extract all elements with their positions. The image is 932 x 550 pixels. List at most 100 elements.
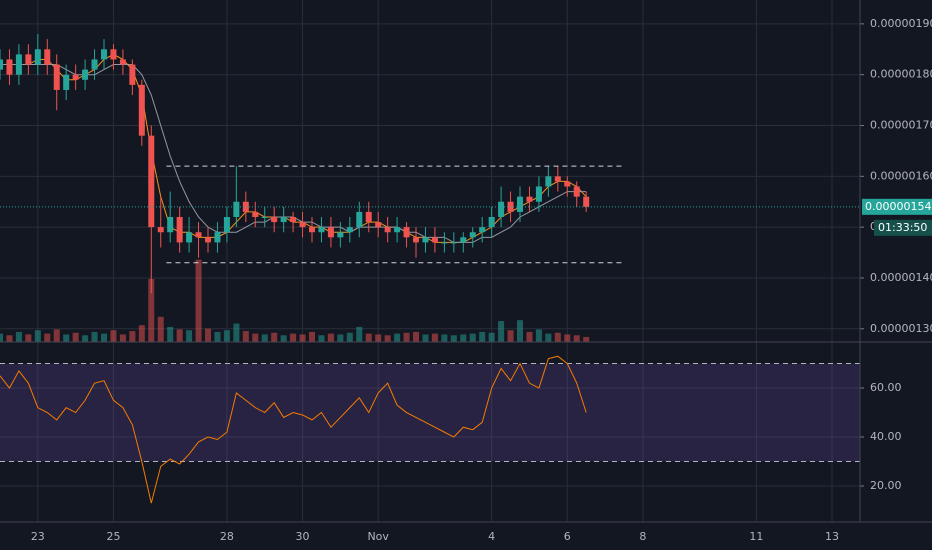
candle-body	[205, 237, 212, 243]
volume-bar	[535, 329, 542, 342]
volume-bar	[252, 333, 259, 342]
volume-bar	[337, 334, 344, 342]
volume-bar	[488, 332, 495, 342]
volume-bar	[138, 325, 145, 342]
candle-body	[138, 84, 145, 136]
volume-bar	[25, 334, 32, 342]
candle-body	[337, 232, 344, 238]
candle-body	[450, 242, 457, 244]
countdown-label: 01:33:50	[878, 221, 927, 234]
volume-bar	[91, 331, 98, 342]
volume-bar	[450, 335, 457, 342]
volume-bar	[365, 333, 372, 342]
volume-bar	[526, 331, 533, 342]
candle-body	[460, 237, 467, 243]
candle-body	[186, 232, 193, 243]
volume-bar	[346, 332, 353, 342]
candle-body	[72, 74, 79, 80]
x-tick-label: 13	[825, 530, 839, 543]
volume-bar	[375, 334, 382, 342]
volume-bar	[63, 334, 70, 342]
volume-bar	[469, 333, 476, 342]
y-tick-label: 0.00000170	[870, 119, 932, 132]
candle-body	[583, 196, 590, 207]
candle-body	[91, 59, 98, 70]
volume-bar	[583, 336, 590, 342]
volume-bar	[327, 333, 334, 342]
volume-bar	[82, 335, 89, 342]
candle-body	[167, 216, 174, 233]
candle-body	[517, 196, 524, 212]
candle-body	[82, 69, 89, 80]
candle-body	[318, 227, 325, 233]
volume-bar	[507, 330, 514, 342]
x-tick-label: 30	[296, 530, 310, 543]
volume-bar	[242, 331, 249, 342]
x-tick-label: 6	[564, 530, 571, 543]
volume-bar	[441, 334, 448, 342]
candle-body	[157, 227, 164, 233]
y-tick-label: 60.00	[870, 381, 902, 394]
candle-body	[261, 216, 268, 218]
candle-body	[34, 49, 41, 65]
last-price-tag	[862, 198, 932, 215]
volume-bar	[101, 333, 108, 342]
candle-body	[554, 176, 561, 182]
volume-bar	[167, 326, 174, 342]
volume-bar	[186, 330, 193, 342]
volume-bar	[318, 335, 325, 342]
volume-bar	[0, 333, 3, 342]
candle-body	[479, 227, 486, 233]
x-tick-label: 28	[220, 530, 234, 543]
y-tick-label: 0.00000130	[870, 322, 932, 335]
candle-body	[6, 59, 13, 75]
candle-body	[545, 176, 552, 187]
volume-bar	[6, 335, 13, 342]
volume-bar	[479, 331, 486, 342]
volume-bar	[119, 334, 126, 342]
volume-bar	[431, 333, 438, 342]
volume-bar	[564, 334, 571, 342]
y-tick-label: 0.00000140	[870, 271, 932, 284]
candle-body	[176, 216, 183, 243]
y-tick-label: 40.00	[870, 430, 902, 443]
y-tick-label: 20.00	[870, 479, 902, 492]
candle-body	[242, 201, 249, 212]
candle-body	[564, 181, 571, 187]
candle-body	[101, 49, 108, 60]
volume-bar	[413, 331, 420, 342]
candle-body	[469, 232, 476, 238]
volume-bar	[214, 331, 221, 342]
countdown-tag	[874, 219, 932, 236]
candle-body	[290, 216, 297, 223]
candle-body	[498, 201, 505, 217]
volume-bar	[290, 333, 297, 342]
y-tick-label: 0.00000160	[870, 169, 932, 182]
candle-body	[403, 227, 410, 238]
volume-bar	[223, 330, 230, 342]
volume-bar	[271, 332, 278, 342]
candle-body	[422, 237, 429, 243]
last-price-label: 0.00000154	[865, 200, 931, 213]
volume-bar	[460, 334, 467, 342]
volume-bar	[554, 332, 561, 342]
volume-bar	[129, 331, 136, 342]
candle-body	[384, 227, 391, 233]
volume-bar	[261, 334, 268, 342]
candle-body	[214, 232, 221, 243]
candle-body	[327, 227, 334, 238]
candle-body	[346, 227, 353, 233]
candle-body	[110, 49, 117, 60]
volume-bar	[573, 335, 580, 342]
candle-body	[195, 232, 202, 238]
volume-bar	[148, 279, 155, 342]
volume-bar	[53, 329, 60, 342]
candle-body	[25, 54, 32, 65]
candle-body	[441, 242, 448, 244]
volume-bar	[384, 335, 391, 342]
candle-body	[413, 237, 420, 243]
volume-bar	[498, 321, 505, 342]
volume-bar	[517, 320, 524, 342]
rsi-band	[0, 363, 860, 462]
